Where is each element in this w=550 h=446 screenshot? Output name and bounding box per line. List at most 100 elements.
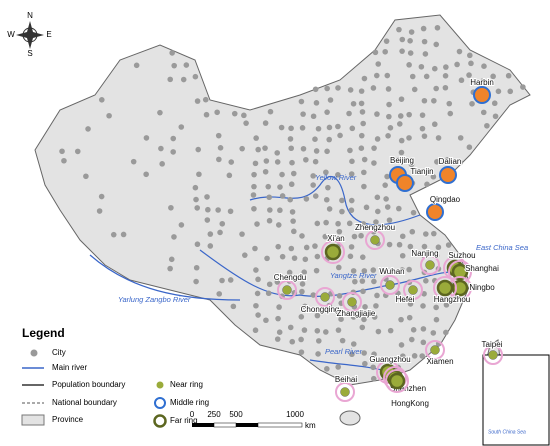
city-dot — [215, 207, 221, 213]
city-dot — [431, 230, 437, 237]
city-dot — [433, 85, 439, 92]
city-dot — [409, 73, 416, 80]
city-dot — [386, 101, 392, 108]
near-ring — [425, 340, 445, 360]
city-label: Xiamen — [426, 357, 453, 366]
city-dot — [216, 156, 222, 163]
near-ring — [365, 230, 385, 250]
city-dot — [262, 145, 268, 151]
city-dot — [347, 253, 354, 260]
city-dot — [349, 125, 356, 132]
near-ring — [277, 280, 297, 300]
city-dot — [215, 132, 222, 139]
city-dot — [287, 196, 293, 203]
city-dot — [303, 156, 309, 163]
city-dot — [312, 243, 318, 249]
legend-item: City — [52, 348, 66, 357]
city-marker — [347, 297, 357, 307]
far-ring — [385, 369, 409, 393]
city-dot — [204, 194, 210, 200]
city-dot — [167, 76, 174, 83]
china-outline — [34, 14, 531, 386]
city-dot — [371, 351, 377, 358]
city-dot — [290, 218, 296, 224]
city-marker — [340, 387, 350, 397]
city-dot — [255, 312, 261, 318]
legend-item: Near ring — [170, 380, 203, 389]
city-dot — [339, 337, 346, 344]
city-marker — [385, 280, 395, 290]
city-dot — [348, 171, 355, 177]
city-dot — [347, 147, 353, 154]
city-dot — [466, 144, 473, 150]
city-dot — [348, 244, 355, 250]
city-dot — [446, 100, 453, 107]
city-label: Chongqing — [301, 305, 340, 314]
near-ring — [420, 255, 440, 275]
city-dot — [194, 241, 201, 248]
city-dot — [442, 73, 449, 79]
city-dot — [479, 78, 486, 84]
city-dot — [370, 364, 376, 371]
city-label: Taipei — [482, 340, 503, 349]
city-dot — [323, 219, 329, 226]
city-dot — [442, 84, 449, 91]
city-marker — [320, 292, 330, 302]
city-dot — [252, 160, 259, 167]
city-dot — [350, 314, 357, 320]
city-dot — [398, 316, 404, 323]
city-dot — [468, 60, 474, 67]
city-dot — [396, 26, 402, 33]
city-dot — [447, 110, 454, 117]
middle-ring — [396, 174, 414, 192]
city-dot — [520, 84, 526, 90]
city-dot — [467, 52, 473, 59]
city-dot — [326, 124, 333, 131]
city-dot — [299, 125, 306, 131]
river-label: Yellow River — [315, 173, 357, 182]
city-dot — [399, 48, 405, 54]
city-dot — [386, 268, 392, 274]
city-dot — [382, 182, 388, 188]
city-dot — [170, 149, 176, 155]
city-dot — [277, 207, 283, 214]
city-dot — [266, 194, 273, 201]
city-dot — [61, 157, 67, 164]
near-ring — [315, 287, 335, 307]
compass-s: S — [27, 49, 32, 58]
city-dot — [370, 267, 377, 273]
city-dot — [288, 145, 295, 152]
city-dot — [383, 38, 390, 44]
city-dot — [335, 220, 341, 227]
city-dot — [481, 63, 487, 69]
city-dot — [265, 290, 272, 297]
city-dot — [411, 353, 418, 359]
city-dot — [400, 353, 406, 359]
city-dot — [386, 217, 393, 223]
city-dot — [275, 222, 282, 228]
city-dot — [289, 159, 295, 166]
city-dot — [407, 38, 413, 44]
city-dot — [362, 304, 368, 310]
city-dot — [255, 146, 261, 153]
near-ring — [380, 275, 400, 295]
city-dot — [373, 303, 379, 309]
city-dot — [130, 158, 137, 165]
city-dot — [490, 73, 496, 80]
city-dot — [410, 209, 417, 216]
city-dot — [266, 281, 273, 288]
city-dot — [241, 112, 247, 119]
city-dot — [339, 208, 345, 215]
city-dot — [507, 88, 514, 95]
city-dot — [194, 205, 201, 211]
city-dot — [324, 366, 330, 372]
city-dot — [196, 171, 202, 178]
city-dot — [227, 277, 234, 283]
city-dot — [214, 109, 220, 116]
city-dot — [252, 327, 259, 334]
city-dot — [375, 208, 381, 215]
city-dot — [217, 145, 224, 151]
city-dot — [193, 278, 199, 285]
city-dot — [195, 146, 202, 153]
city-dot — [242, 252, 248, 258]
